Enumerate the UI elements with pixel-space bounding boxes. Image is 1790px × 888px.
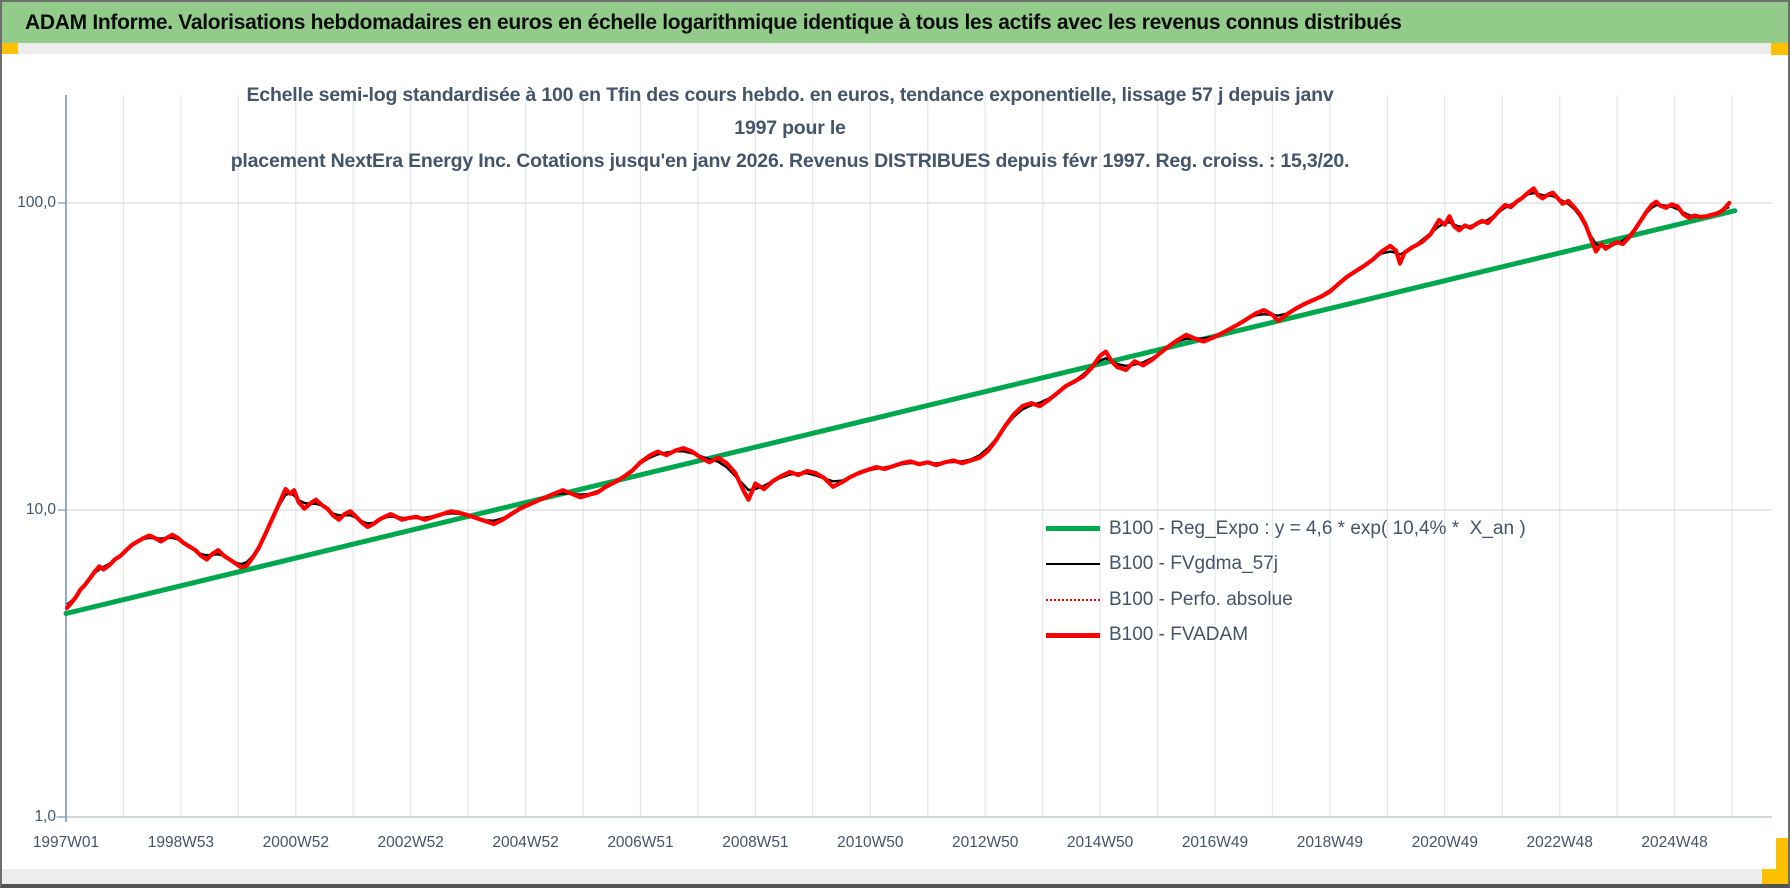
chart-title: Echelle semi-log standardisée à 100 en T… (230, 79, 1350, 178)
x-axis-tick-label: 2010W50 (837, 834, 904, 851)
series-reg-expo (63, 208, 1738, 616)
bottom-strip (2, 869, 1788, 885)
reg-expo-line-sample-icon (1046, 526, 1100, 532)
x-axis-tick-label: 2012W50 (952, 834, 1019, 851)
legend: B100 - Reg_Expo : y = 4,6 * exp( 10,4% *… (1046, 511, 1526, 653)
corner-marker-top-left (2, 43, 18, 54)
x-axis-tick-label: 1998W53 (147, 834, 215, 851)
fvgdma-line-sample-icon (1046, 563, 1100, 566)
x-axis-tick-label: 2024W48 (1641, 834, 1708, 851)
legend-label: B100 - FVADAM (1109, 624, 1249, 646)
x-axis-tick-label: 2014W50 (1066, 834, 1134, 851)
corner-marker-top-right (1771, 43, 1788, 55)
x-axis-tick-label: 2000W52 (262, 834, 329, 851)
legend-label: B100 - Perfo. absolue (1109, 588, 1293, 610)
perfo-absolue-dotted-sample-icon (1046, 598, 1100, 601)
x-axis-tick-label: 2006W51 (607, 834, 674, 851)
legend-label: B100 - FVgdma_57j (1109, 553, 1278, 575)
legend-item-reg-expo[interactable]: B100 - Reg_Expo : y = 4,6 * exp( 10,4% *… (1046, 511, 1526, 547)
x-axis-tick-label: 2020W49 (1411, 834, 1478, 851)
fvadam-line-sample-icon (1046, 632, 1100, 638)
corner-marker-bottom-right (1762, 869, 1788, 885)
x-axis-tick-label: 1997W01 (32, 834, 100, 851)
y-axis-tick-label: 1,0 (34, 808, 56, 825)
legend-item-perfo-absolue[interactable]: B100 - Perfo. absolue (1046, 582, 1526, 618)
chart-title-line1: Echelle semi-log standardisée à 100 en T… (246, 84, 1334, 139)
x-axis-tick-label: 2022W48 (1526, 834, 1593, 851)
x-axis-tick-label: 2002W52 (377, 834, 444, 851)
chart-title-line2: placement NextEra Energy Inc. Cotations … (230, 150, 1350, 172)
x-axis-tick-label: 2008W51 (722, 834, 789, 851)
series-fvadam (65, 186, 1732, 610)
legend-label: B100 - Reg_Expo : y = 4,6 * exp( 10,4% *… (1109, 517, 1526, 539)
legend-item-fvgdma[interactable]: B100 - FVgdma_57j (1046, 547, 1526, 583)
y-axis-tick-label: 10,0 (25, 501, 56, 518)
banner-bottom-strip (2, 43, 1788, 54)
y-axis-tick-label: 100,0 (17, 194, 56, 211)
x-axis-tick-label: 2004W52 (492, 834, 559, 851)
x-axis-tick-label: 2018W49 (1296, 834, 1364, 851)
x-axis-tick-label: 2016W49 (1181, 834, 1249, 851)
banner: ADAM Informe. Valorisations hebdomadaire… (2, 2, 1788, 43)
legend-item-fvadam[interactable]: B100 - FVADAM (1046, 618, 1526, 654)
banner-title: ADAM Informe. Valorisations hebdomadaire… (25, 10, 1402, 34)
